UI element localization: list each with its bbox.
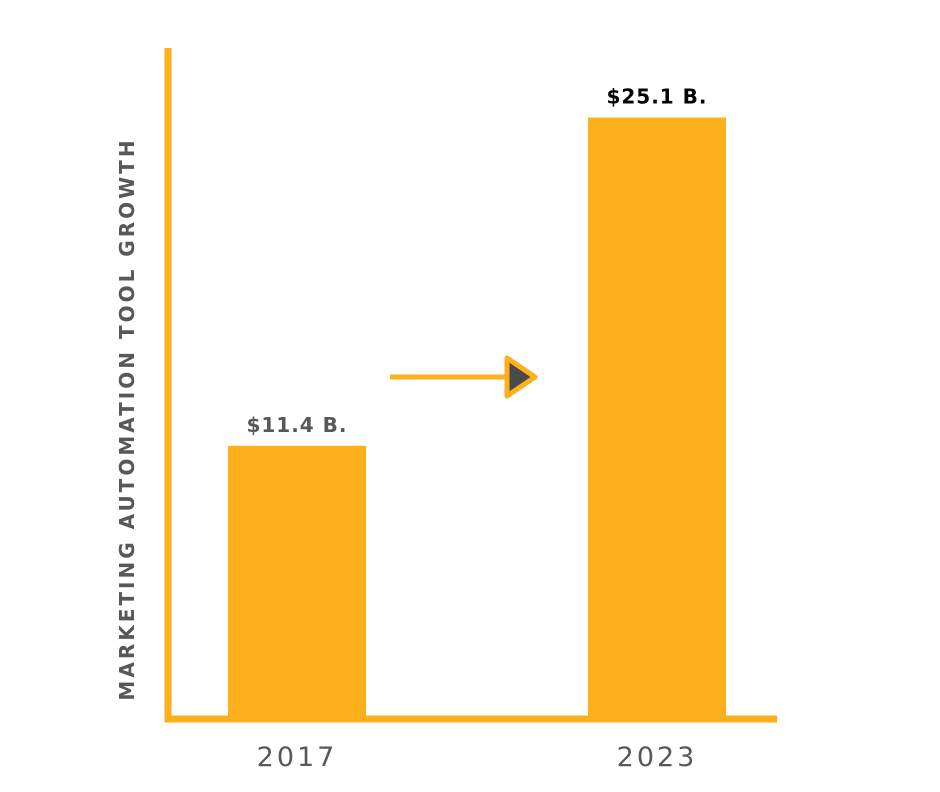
labels-layer: 2017 2023 $11.4 B. $25.1 B.	[246, 84, 707, 773]
bars-layer	[228, 117, 726, 719]
data-label-2017: $11.4 B.	[246, 413, 347, 437]
data-label-2023: $25.1 B.	[606, 84, 707, 108]
arrow-head-icon	[504, 355, 538, 399]
axes-layer	[164, 48, 777, 723]
x-tick-label: 2023	[617, 742, 698, 773]
trend-arrow	[390, 355, 538, 399]
bar-2023	[588, 117, 726, 719]
x-tick-label: 2017	[257, 742, 338, 773]
y-axis-label: MARKETING AUTOMATION TOOL GROWTH	[115, 137, 139, 700]
bar-2017	[228, 445, 366, 719]
